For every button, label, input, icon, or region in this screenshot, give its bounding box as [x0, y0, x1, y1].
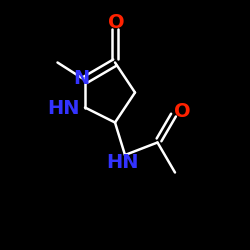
Text: O: O	[108, 13, 124, 32]
Text: HN: HN	[48, 99, 80, 118]
Text: O: O	[174, 102, 191, 121]
Text: N: N	[73, 69, 90, 88]
Text: HN: HN	[106, 153, 139, 172]
